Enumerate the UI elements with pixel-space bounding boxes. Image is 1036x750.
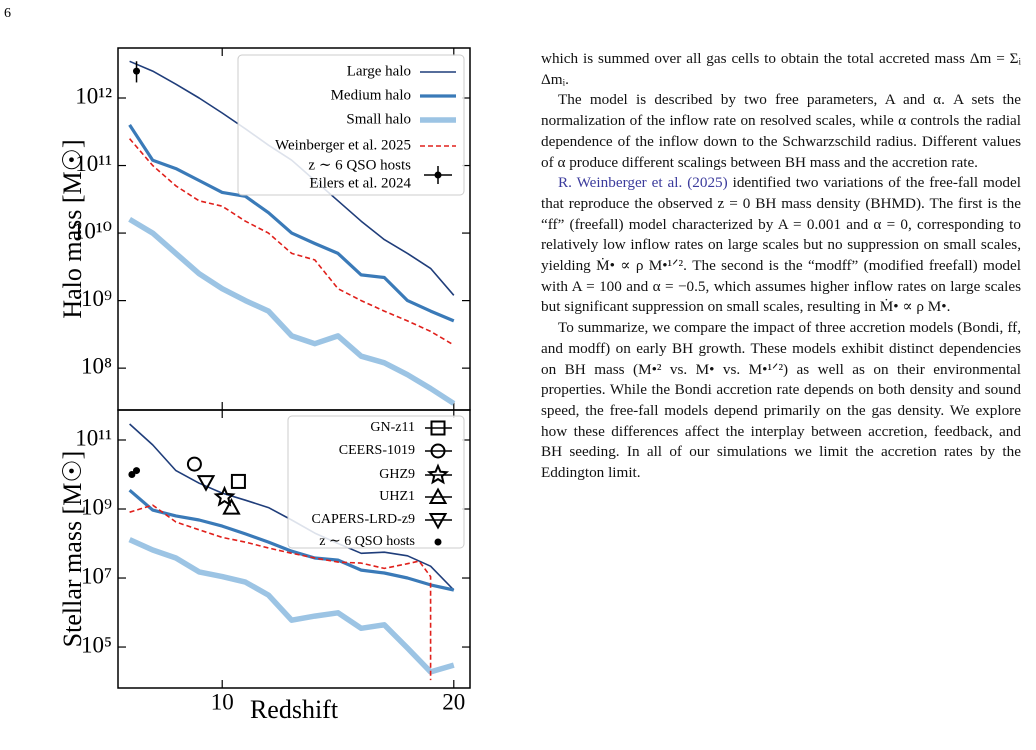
paragraph: R. Weinberger et al. (2025) identified t… bbox=[541, 173, 1021, 318]
series-line bbox=[128, 138, 455, 346]
axes-frame bbox=[117, 409, 471, 689]
legend-label: Large halo bbox=[347, 63, 411, 79]
legend-label: Small halo bbox=[346, 111, 411, 127]
text-column: which is summed over all gas cells to ob… bbox=[541, 49, 1021, 484]
paragraph-text: identified two variations of the free-fa… bbox=[541, 174, 1021, 316]
x-tick-label: 10 bbox=[211, 689, 234, 714]
legend-box bbox=[287, 415, 465, 549]
y-tick-label: 10¹¹ bbox=[75, 425, 112, 450]
citation-link[interactable]: R. Weinberger et al. (2025) bbox=[558, 174, 728, 192]
legend-label: Weinberger et al. 2025 bbox=[275, 137, 411, 153]
marker-star bbox=[213, 485, 236, 507]
y-axis-label: Stellar mass [M☉] bbox=[58, 451, 87, 648]
y-tick-label: 10¹² bbox=[75, 83, 112, 108]
legend-label: CAPERS-LRD-z9 bbox=[312, 512, 415, 527]
y-tick-label: 10⁹ bbox=[81, 494, 112, 519]
x-tick-label: 20 bbox=[442, 689, 465, 714]
series-line bbox=[128, 124, 455, 323]
marker-square bbox=[230, 473, 246, 489]
legend-label: z ∼ 6 QSO hosts bbox=[319, 534, 415, 549]
legend-label: UHZ1 bbox=[379, 489, 415, 504]
y-tick-label: 10⁸ bbox=[81, 353, 112, 378]
series-line bbox=[128, 537, 455, 675]
marker-triangle bbox=[222, 498, 241, 515]
x-axis-label: Redshift bbox=[250, 695, 339, 724]
legend-swatch bbox=[434, 171, 442, 179]
y-tick-label: 10⁵ bbox=[81, 632, 112, 657]
legend-label: Medium halo bbox=[331, 87, 411, 103]
legend-box bbox=[237, 54, 465, 196]
marker-dot bbox=[434, 538, 442, 546]
y-axis-label: Halo mass [M☉] bbox=[58, 139, 87, 318]
marker-dot bbox=[128, 471, 136, 479]
error-point bbox=[133, 67, 141, 75]
y-tick-label: 10⁹ bbox=[81, 286, 112, 311]
series-line bbox=[128, 488, 455, 592]
legend-label: GHZ9 bbox=[379, 467, 415, 482]
marker-star bbox=[426, 463, 450, 485]
paragraph: which is summed over all gas cells to ob… bbox=[541, 50, 1021, 88]
figure: 10⁸ 10⁹ 10¹⁰ 10¹¹ 10¹² Halo mass [M☉] Large ha… bbox=[58, 47, 471, 724]
legend-label: CEERS-1019 bbox=[339, 443, 415, 458]
legend-label: Eilers et al. 2024 bbox=[309, 175, 411, 191]
marker-triangle-down bbox=[196, 475, 216, 492]
legend-label: GN-z11 bbox=[370, 420, 415, 435]
legend-label: z ∼ 6 QSO hosts bbox=[308, 157, 411, 173]
marker-circle bbox=[186, 456, 202, 472]
paragraph: To summarize, we compare the impact of t… bbox=[541, 319, 1021, 482]
y-tick-label: 10¹¹ bbox=[75, 151, 112, 176]
series-line bbox=[129, 504, 432, 681]
page-number: 6 bbox=[4, 6, 11, 21]
marker-dot bbox=[133, 467, 141, 475]
paragraph: The model is described by two free param… bbox=[541, 91, 1021, 171]
y-tick-label: 10¹⁰ bbox=[73, 218, 112, 243]
y-tick-label: 10⁷ bbox=[81, 563, 112, 588]
series-line bbox=[128, 216, 456, 406]
